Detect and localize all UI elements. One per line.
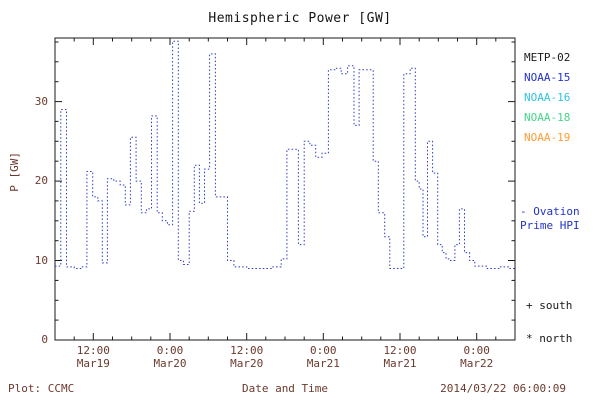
- ovation-label-line2: Prime HPI: [520, 219, 580, 232]
- plot-timestamp: 2014/03/22 06:00:09: [440, 382, 566, 395]
- y-tick-label: 30: [34, 94, 48, 108]
- y-tick-label: 10: [34, 253, 48, 267]
- x-tick-time: 0:00: [310, 344, 337, 357]
- legend-metp-02: METP-02: [524, 51, 571, 64]
- x-tick-date: Mar21: [383, 357, 417, 370]
- x-tick-label: 12:00 Mar21: [383, 344, 416, 370]
- chart-title: Hemispheric Power [GW]: [208, 11, 392, 26]
- axis-box: [54, 37, 516, 341]
- x-tick-date: Mar21: [306, 357, 340, 370]
- x-tick-time: 12:00: [383, 344, 417, 357]
- x-tick-date: Mar22: [460, 357, 494, 370]
- legend-noaa-15: NOAA-15: [524, 71, 571, 84]
- x-tick-label: 12:00 Mar19: [77, 344, 110, 370]
- x-tick-label: 0:00 Mar22: [460, 344, 493, 370]
- x-tick-time: 12:00: [230, 344, 264, 357]
- x-tick-date: Mar20: [230, 357, 264, 370]
- x-tick-label: 12:00 Mar20: [230, 344, 263, 370]
- plot-credit: Plot: CCMC: [8, 382, 75, 395]
- legend-noaa-16: NOAA-16: [524, 91, 571, 104]
- x-tick-time: 0:00: [156, 344, 184, 357]
- legend-marker-south: + south: [526, 299, 573, 312]
- x-tick-time: 0:00: [463, 344, 490, 357]
- y-tick-label: 0: [41, 333, 48, 346]
- legend-noaa-18: NOAA-18: [524, 111, 571, 124]
- legend-ovation-prime: - Ovation Prime HPI: [520, 205, 580, 233]
- legend-marker-north: * north: [526, 332, 573, 345]
- ovation-label-line1: - Ovation: [520, 205, 580, 218]
- x-tick-date: Mar20: [153, 357, 187, 370]
- x-axis-label: Date and Time: [241, 382, 329, 395]
- legend-noaa-19: NOAA-19: [524, 131, 571, 144]
- x-tick-label: 0:00 Mar21: [307, 344, 340, 370]
- x-tick-time: 12:00: [76, 344, 110, 357]
- x-tick-date: Mar19: [76, 357, 110, 370]
- satellite-legend: METP-02 NOAA-15 NOAA-16 NOAA-18 NOAA-19: [524, 48, 570, 148]
- hpi-step-line: [55, 40, 515, 269]
- y-tick-label: 20: [34, 174, 48, 188]
- x-tick-label: 0:00 Mar20: [153, 344, 186, 370]
